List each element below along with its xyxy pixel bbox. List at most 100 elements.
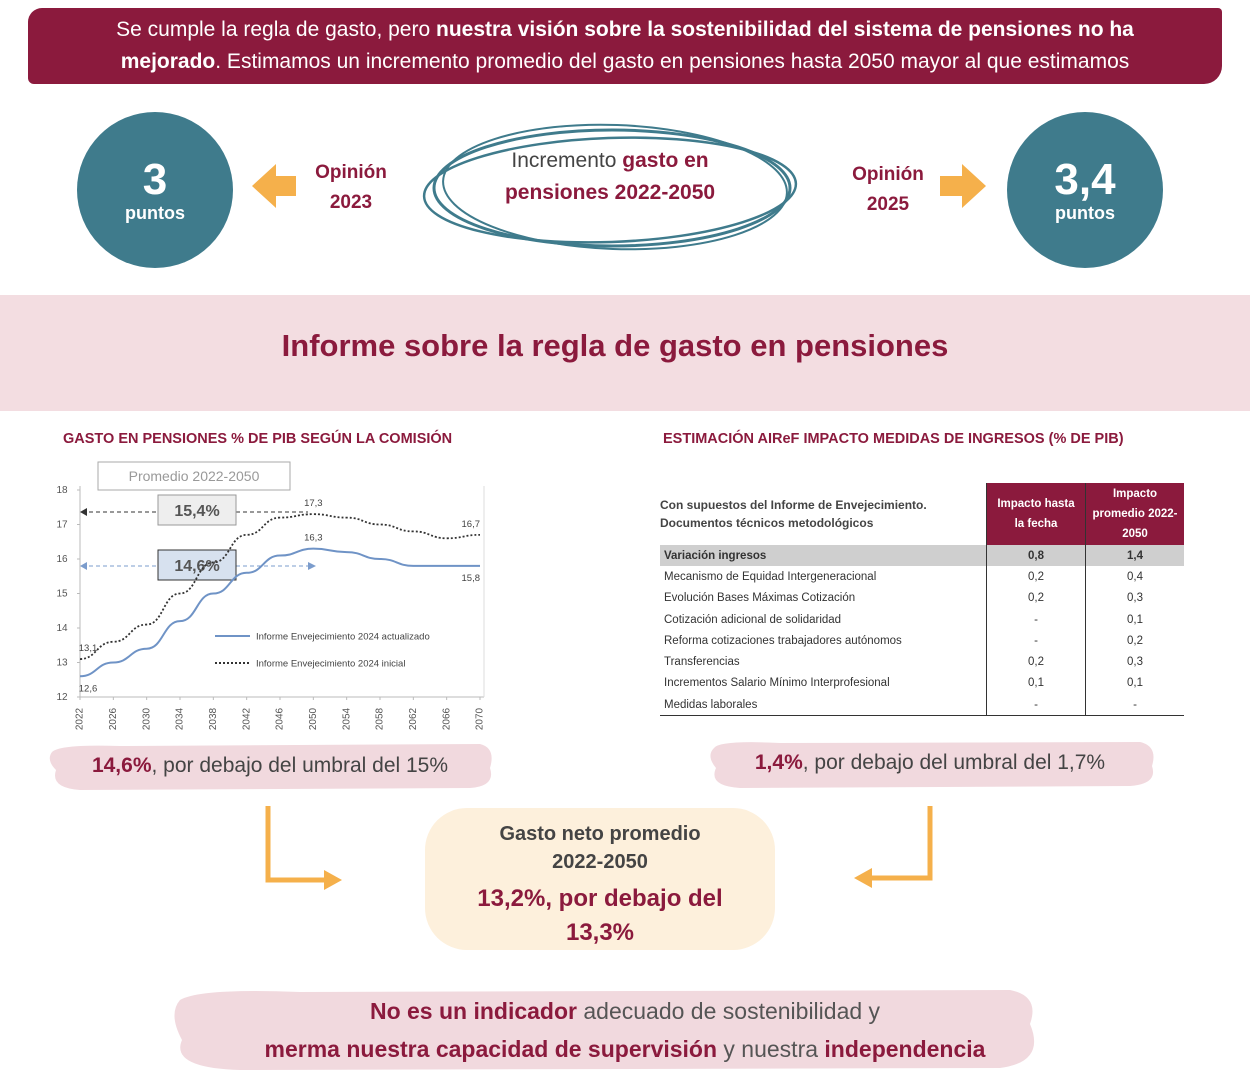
table-row: Cotización adicional de solidaridad -0,1 <box>660 608 1184 631</box>
x-tick-label: 2070 <box>475 707 486 730</box>
x-tick-label: 2066 <box>441 707 452 730</box>
center-heading: Gasto neto promedio 2022-2050 <box>499 823 701 873</box>
row-label: Cotización adicional de solidaridad <box>664 613 842 626</box>
arrow-left <box>252 164 296 208</box>
oval <box>442 123 788 251</box>
average-box <box>157 494 237 526</box>
table-row: Incrementos Salario Mínimo Interprofesio… <box>660 672 1184 695</box>
text-segment: mejorado <box>120 50 216 73</box>
cell: 0,2 <box>986 651 1086 673</box>
points-value: 3 <box>142 154 168 204</box>
data-label: 16,7 <box>462 519 481 530</box>
callout: 14,6%, por debajo del umbral del 15% <box>55 754 485 778</box>
panel-title: ESTIMACIÓN AIReF IMPACTO MEDIDAS DE INGR… <box>663 431 1124 447</box>
text-segment: Se cumple la regla de gasto, pero <box>116 18 436 41</box>
text-segment: 14,6% <box>91 754 152 777</box>
row-label: Medidas laborales <box>664 698 758 711</box>
data-label: 15,8 <box>462 573 481 584</box>
opinion-label: Opinión 2023 <box>315 162 387 213</box>
text-segment: , por debajo del umbral del 15% <box>151 754 449 777</box>
data-label: 12,6 <box>79 683 98 694</box>
row-label: Evolución Bases Máximas Cotización <box>664 592 856 605</box>
text-segment: 1,4% <box>754 751 803 774</box>
annotation-box <box>97 461 291 491</box>
cell: 0,2 <box>986 566 1086 588</box>
y-tick-label: 14 <box>56 623 68 634</box>
average-arrowhead <box>80 562 87 570</box>
banner: Se cumple la regla de gasto, pero nuestr… <box>28 8 1222 84</box>
text-segment: No es un indicador <box>369 998 577 1024</box>
x-tick-label: 2030 <box>141 707 152 730</box>
table-row: Reforma cotizaciones trabajadores autóno… <box>660 630 1184 652</box>
x-tick-label: 2022 <box>75 707 86 730</box>
y-tick-label: 12 <box>56 692 68 703</box>
text-segment: independencia <box>824 1036 986 1062</box>
text-segment: merma nuestra capacidad de supervisión <box>264 1036 718 1062</box>
y-tick-label: 16 <box>56 554 68 565</box>
text-line: No es un indicador adecuado de sostenibi… <box>200 992 1050 1030</box>
cell: 0,8 <box>986 545 1086 567</box>
text-segment: gasto en pensiones 2022-2050 <box>504 149 716 204</box>
text-line: Se cumple la regla de gasto, pero nuestr… <box>28 14 1222 46</box>
footer-brush <box>174 990 1035 1070</box>
points-unit: puntos <box>1055 202 1115 223</box>
row-label: Transferencias <box>664 656 740 669</box>
x-tick-label: 2050 <box>308 707 319 730</box>
points-value: 3,4 <box>1054 154 1116 204</box>
average-label: 14,6% <box>174 558 219 575</box>
text-segment: . Estimamos un incremento promedio del g… <box>215 50 1130 73</box>
center-label: Incremento gasto en pensiones 2022-2050 <box>470 145 750 209</box>
average-arrowhead <box>80 508 87 516</box>
x-tick-label: 2046 <box>275 707 286 730</box>
data-label: 16,3 <box>304 533 323 544</box>
table-bottom <box>660 715 1184 717</box>
y-tick-label: 15 <box>56 589 68 600</box>
table-row: Medidas laborales - - <box>660 694 1184 716</box>
cell: 0,2 <box>986 587 1086 609</box>
x-tick-label: 2062 <box>408 707 419 730</box>
cell: 0,1 <box>986 672 1086 695</box>
cell: 1,4 <box>1085 545 1184 567</box>
average-box <box>157 549 237 581</box>
table-row: Variación ingresos 0,8 1,4 <box>660 545 1184 567</box>
header-row: Con supuestos del Informe de Envejecimie… <box>660 483 1184 545</box>
x-tick-label: 2038 <box>208 707 219 730</box>
flow-arrow <box>265 806 326 883</box>
opinion-label: Opinión 2025 <box>852 164 924 215</box>
x-tick-label: 2034 <box>175 707 186 730</box>
line-chart: 12 13 14 15 16 17 18 2022 2026 2030 2034 2038 2042 20… <box>56 461 486 730</box>
cell: 0,3 <box>1085 651 1184 673</box>
cell: - <box>986 694 1086 716</box>
impact-table: Con supuestos del Informe de Envejecimie… <box>660 483 1184 717</box>
row-label: Mecanismo de Equidad Intergeneracional <box>664 570 877 583</box>
data-label: 17,3 <box>304 498 323 509</box>
table-bottom-cell <box>660 715 1184 717</box>
section-band <box>0 295 1250 411</box>
flow-arrow-head <box>854 868 872 888</box>
circle-2023: 3 puntos <box>77 112 233 268</box>
callout: 1,4%, por debajo del umbral del 1,7% <box>715 751 1145 775</box>
text-segment: adecuado de sostenibilidad y <box>576 998 881 1024</box>
text-line: merma nuestra capacidad de supervisión y… <box>200 1030 1050 1068</box>
average-label: 15,4% <box>174 503 219 520</box>
y-tick-label: 13 <box>56 658 68 669</box>
cell: 0,2 <box>1085 630 1184 652</box>
y-tick-label: 18 <box>56 485 68 496</box>
series-line <box>79 513 481 660</box>
y-tick-label: 17 <box>56 520 68 531</box>
legend-label: Informe Envejecimiento 2024 actualizado <box>256 632 430 643</box>
flow-arrow-head <box>324 870 342 890</box>
column-header: Impacto promedio 2022-2050 <box>1085 483 1184 545</box>
series-line <box>79 547 480 678</box>
cell: 0,1 <box>1085 608 1184 631</box>
cell: 0,4 <box>1085 566 1184 588</box>
oval <box>422 136 798 244</box>
cell: 0,3 <box>1085 587 1184 609</box>
text-segment: , por debajo del umbral del 1,7% <box>802 751 1106 774</box>
cell: - <box>986 608 1086 631</box>
annotation-title: Promedio 2022-2050 <box>129 468 260 484</box>
text-segment: nuestra visión sobre la sostenibilidad d… <box>436 18 1134 41</box>
center-box: Gasto neto promedio 2022-2050 13,2%, por… <box>425 808 775 950</box>
